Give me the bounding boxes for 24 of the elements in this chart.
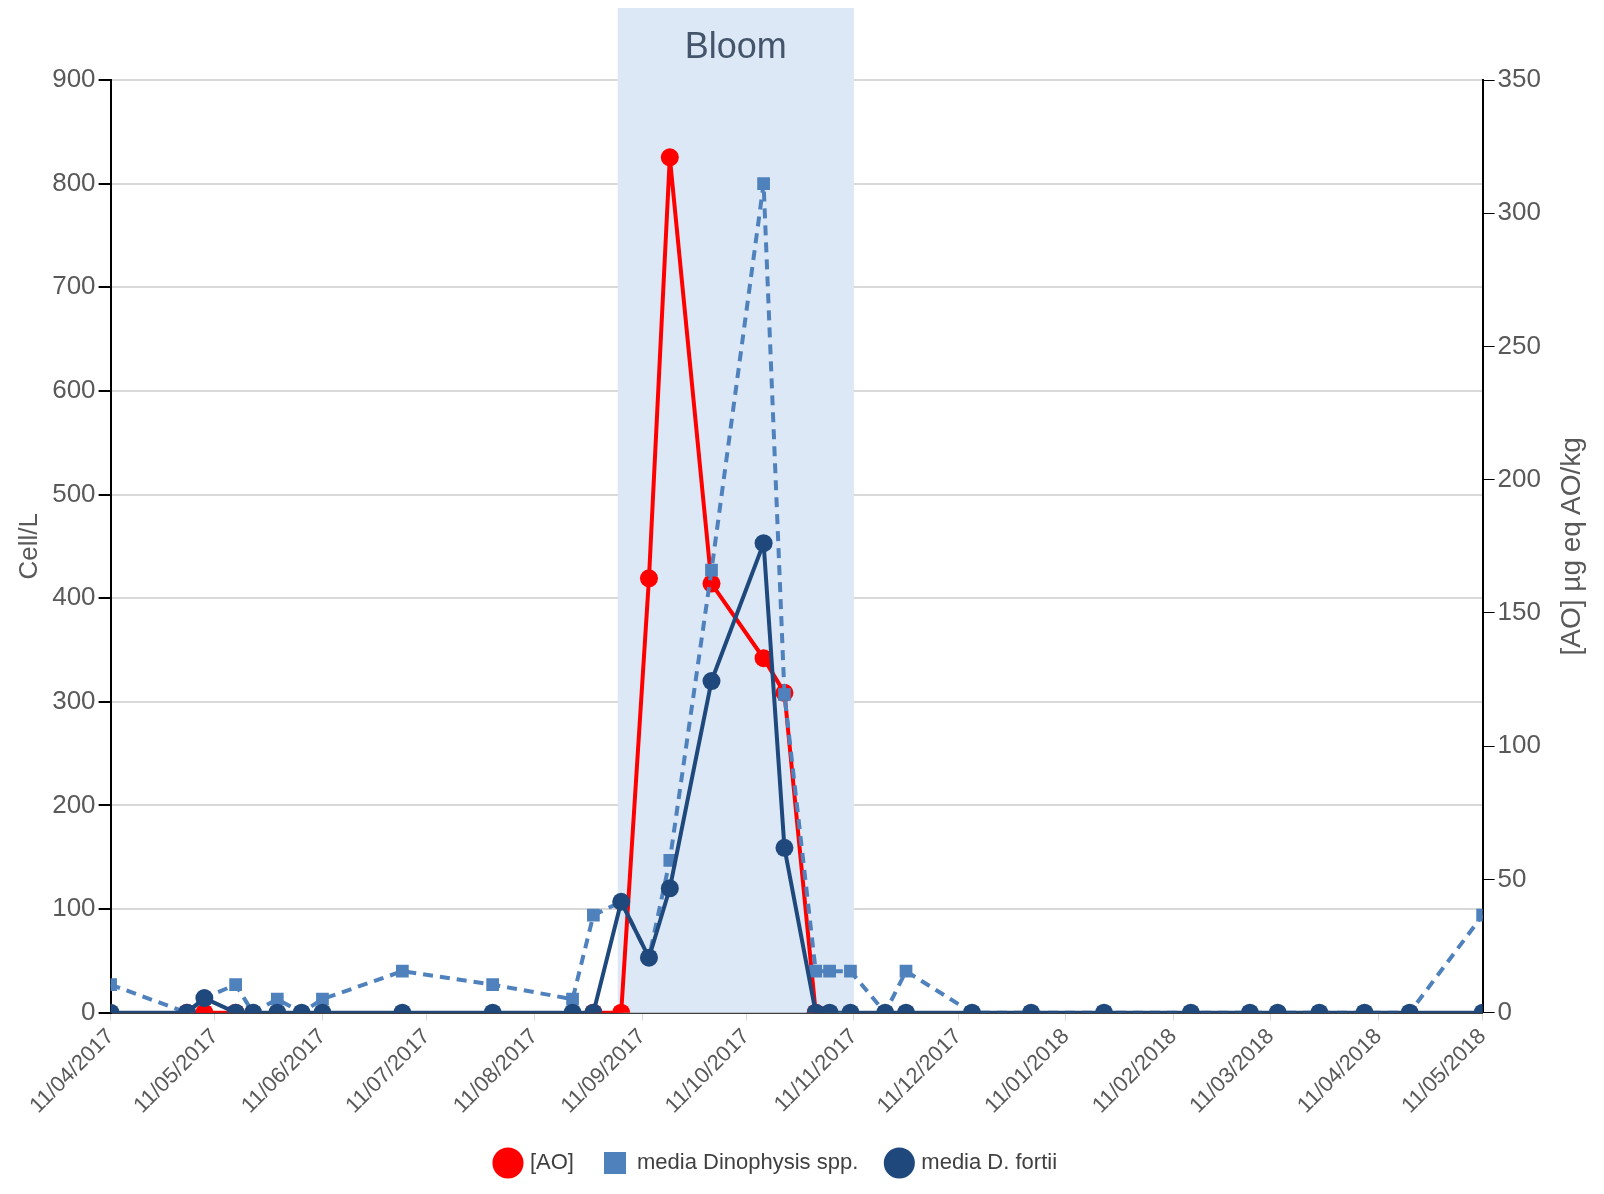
y2-tick-label: 150 (1497, 596, 1542, 627)
y2-tick-label: 300 (1497, 196, 1542, 227)
y-tick-label: 200 (52, 788, 96, 819)
y2-tick-label: 50 (1497, 862, 1527, 893)
y2-axis-title: [AO] µg eq AO/kg (1554, 437, 1586, 656)
y2-tick-label: 100 (1497, 729, 1542, 760)
y-axis-title: Cell/L (12, 513, 43, 580)
y-tick-label: 400 (52, 581, 96, 612)
y-tick-label: 600 (52, 374, 96, 405)
band-label: Bloom (684, 24, 787, 66)
y-tick-label: 700 (52, 270, 96, 301)
legend-label: [AO] (529, 1149, 574, 1175)
y-tick-label: 300 (52, 684, 96, 715)
y2-tick-label: 200 (1497, 462, 1542, 493)
y-tick-label: 0 (81, 995, 96, 1026)
y-tick-label: 100 (52, 892, 96, 923)
legend-label: media Dinophysis spp. (636, 1149, 859, 1175)
y-tick-label: 800 (52, 166, 96, 197)
y2-tick-label: 250 (1497, 329, 1542, 360)
y2-tick-label: 350 (1497, 63, 1542, 94)
y2-tick-label: 0 (1497, 995, 1513, 1026)
y-tick-label: 900 (52, 63, 96, 94)
y-tick-label: 500 (52, 477, 96, 508)
legend-label: media D. fortii (921, 1149, 1058, 1175)
